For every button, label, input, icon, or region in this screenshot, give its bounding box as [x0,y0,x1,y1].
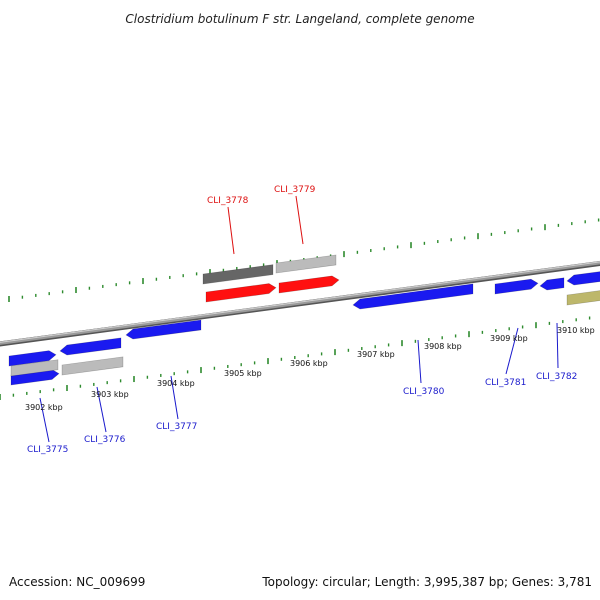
backbone-highlight [0,261,600,343]
gene-3783b-box[interactable] [566,290,600,306]
kbp-label: 3908 kbp [424,342,462,351]
gene-label[interactable]: CLI_3782 [536,372,577,382]
kbp-label: 3904 kbp [157,379,195,388]
kbp-label: 3906 kbp [290,359,328,368]
gene-3776b-box[interactable] [61,356,124,376]
gene-3778-arrow[interactable] [205,283,277,303]
gene-leader-line [556,322,559,369]
kbp-label: 3905 kbp [224,369,262,378]
gene-leader-line [39,397,50,443]
gene-3775-arrow[interactable] [8,350,57,367]
label-leader-lines [39,195,559,443]
scale-labels: 3902 kbp 3903 kbp 3904 kbp 3905 kbp 3906 kbp… [25,326,595,412]
gene-3776-arrow[interactable] [59,337,122,356]
gene-label[interactable]: CLI_3777 [156,422,197,432]
backbone-line [0,260,600,345]
gene-leader-line [505,327,519,375]
gene-3775c-box[interactable] [10,359,59,377]
kbp-label: 3910 kbp [557,326,595,335]
gene-leader-line [417,339,422,384]
kbp-label: 3902 kbp [25,403,63,412]
map-title: Clostridium botulinum F str. Langeland, … [125,12,474,26]
gene-label[interactable]: CLI_3776 [84,435,126,445]
lower-tick-track [0,316,591,400]
genome-summary-text: Topology: circular; Length: 3,995,387 bp… [261,575,592,589]
genome-backbone [0,260,600,347]
gene-3779-box[interactable] [275,254,337,274]
accession-text: Accession: NC_009699 [9,575,145,589]
kbp-label: 3903 kbp [91,390,129,399]
gene-labels: CLI_3775 CLI_3776 CLI_3777 CLI_3778 CLI_3779… [27,185,577,455]
gene-label[interactable]: CLI_3779 [274,185,316,195]
gene-leader-line [170,375,179,420]
gene-3780-arrow[interactable] [352,283,474,310]
gene-leader-line [227,206,235,255]
gene-3778-box[interactable] [202,264,274,285]
gene-leader-line [295,195,304,245]
gene-label[interactable]: CLI_3775 [27,445,68,455]
gene-3782-arrow[interactable] [539,277,565,291]
gene-3779-arrow[interactable] [278,275,340,294]
kbp-label: 3909 kbp [490,334,528,343]
gene-leader-line [96,386,107,433]
kbp-label: 3907 kbp [357,350,395,359]
gene-3781-arrow[interactable] [494,278,539,295]
gene-3777-arrow[interactable] [125,319,202,340]
gene-features [8,254,600,386]
gene-3783-arrow[interactable] [566,271,600,286]
gene-label[interactable]: CLI_3781 [485,378,526,388]
gene-label[interactable]: CLI_3778 [207,196,249,206]
gene-label[interactable]: CLI_3780 [403,387,445,397]
